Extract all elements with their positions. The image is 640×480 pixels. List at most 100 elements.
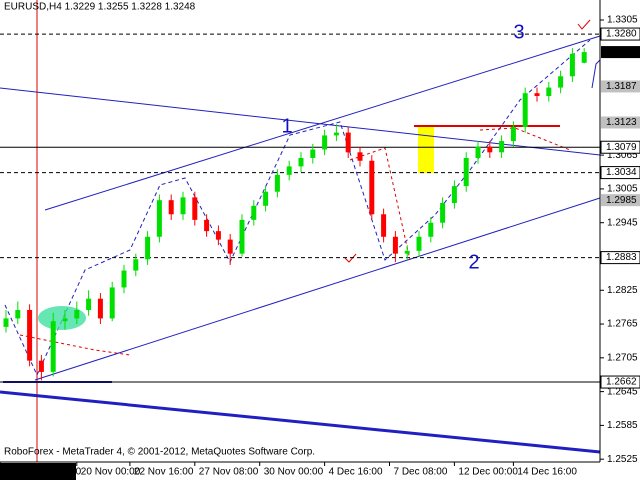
level-label: 1.3034 — [606, 167, 637, 178]
candle-body — [475, 146, 481, 158]
level-label: 1.3187 — [606, 81, 637, 92]
candle-body — [428, 222, 434, 237]
candle-body — [38, 360, 44, 372]
x-tick-label: 12 Dec 00:00 — [458, 467, 518, 478]
candle-body — [62, 318, 68, 322]
level-box — [600, 251, 640, 265]
candle-body — [180, 197, 186, 215]
target-path — [19, 334, 131, 356]
candle-body — [3, 318, 9, 327]
x-tick-label: 7 Dec 08:00 — [394, 467, 448, 478]
candle-body — [145, 236, 151, 260]
candle-body — [499, 141, 505, 153]
x-tick-label: 27 Nov 08:00 — [199, 467, 259, 478]
analysis-overlay — [0, 0, 601, 462]
candle-body — [239, 219, 245, 254]
level-label: 1.2985 — [606, 195, 637, 206]
level-box — [600, 27, 640, 41]
level-label: 1.3123 — [606, 117, 637, 128]
candle-body — [440, 202, 446, 223]
candles — [3, 48, 587, 381]
x-tick-label: 14 Dec 16:00 — [517, 467, 577, 478]
x-tick-label: 2012.11.16 16:00 — [4, 467, 82, 478]
candle-body — [416, 236, 422, 251]
y-tick-label: 1.2645 — [607, 386, 638, 397]
target-path — [479, 127, 571, 151]
candle-body — [192, 197, 198, 220]
level-box — [600, 140, 640, 154]
candle-body — [404, 250, 410, 254]
candle-body — [487, 146, 493, 153]
level-box — [601, 116, 640, 129]
y-tick-label: 1.2585 — [607, 420, 638, 431]
y-tick-label: 1.3305 — [607, 15, 638, 26]
candle-body — [286, 166, 292, 175]
candle-body — [156, 200, 162, 237]
x-tick-label: 30 Nov 00:00 — [264, 467, 324, 478]
check-mark — [344, 253, 357, 263]
candle-body — [558, 76, 564, 88]
wave-label: 2 — [468, 251, 479, 273]
chart-title: EURUSD,H4 1.3229 1.3255 1.3228 1.3248 — [4, 2, 196, 13]
trend-line — [0, 390, 601, 454]
wave-path — [4, 39, 591, 377]
x-tick-label: 22 Nov 16:00 — [134, 467, 194, 478]
candle-body — [86, 298, 92, 310]
candle-body — [168, 200, 174, 215]
footer: RoboForex - MetaTrader 4, © 2001-2012, M… — [4, 447, 315, 458]
candle-body — [27, 309, 33, 361]
candle-body — [463, 157, 469, 187]
yellow-zone — [418, 126, 434, 173]
candle-body — [392, 236, 398, 254]
candle-body — [263, 191, 269, 206]
candle-body — [534, 93, 540, 97]
candle-body — [546, 87, 552, 97]
candle-body — [322, 135, 328, 150]
candle-body — [310, 149, 316, 158]
y-tick-label: 1.2525 — [607, 454, 638, 465]
x-tick-label: 4 Dec 16:00 — [329, 467, 383, 478]
candle-body — [15, 309, 21, 319]
candle-body — [121, 270, 127, 288]
highlight-ellipse — [38, 306, 86, 330]
level-label: 1.3079 — [606, 142, 637, 153]
candle-body — [522, 93, 528, 127]
trend-line — [34, 197, 601, 381]
candle-body — [74, 309, 80, 319]
candle-body — [204, 219, 210, 232]
level-label: 1.3280 — [606, 29, 637, 40]
candle-body — [451, 186, 457, 203]
y-tick-label: 1.2945 — [607, 217, 638, 228]
candle-body — [215, 231, 221, 240]
candle-body — [133, 259, 139, 271]
candle-body — [97, 298, 103, 319]
level-box — [600, 166, 640, 180]
y-tick-label: 1.2705 — [607, 352, 638, 363]
x-tick-highlight — [0, 463, 76, 480]
y-tick-label: 1.2765 — [607, 319, 638, 330]
level-label: 1.3248 — [606, 47, 637, 58]
x-tick-label: 20 Nov 00:00 — [81, 467, 141, 478]
candle-body — [333, 132, 339, 136]
candle-body — [345, 132, 351, 153]
level-box — [601, 46, 640, 59]
candle-body — [227, 239, 233, 254]
candle-body — [369, 160, 375, 215]
candle-body — [50, 321, 56, 372]
level-label: 1.2662 — [606, 377, 637, 388]
candle-body — [357, 152, 363, 161]
projection — [591, 59, 601, 89]
candle-body — [298, 157, 304, 167]
candle-body — [251, 205, 257, 220]
wave-label: 1 — [281, 115, 292, 137]
y-tick-label: 1.3005 — [607, 184, 638, 195]
candle-body — [581, 52, 587, 63]
candle-body — [274, 174, 280, 192]
level-box — [601, 80, 640, 93]
candle-body — [381, 214, 387, 237]
level-box — [600, 375, 640, 389]
level-label: 1.2883 — [606, 252, 637, 263]
